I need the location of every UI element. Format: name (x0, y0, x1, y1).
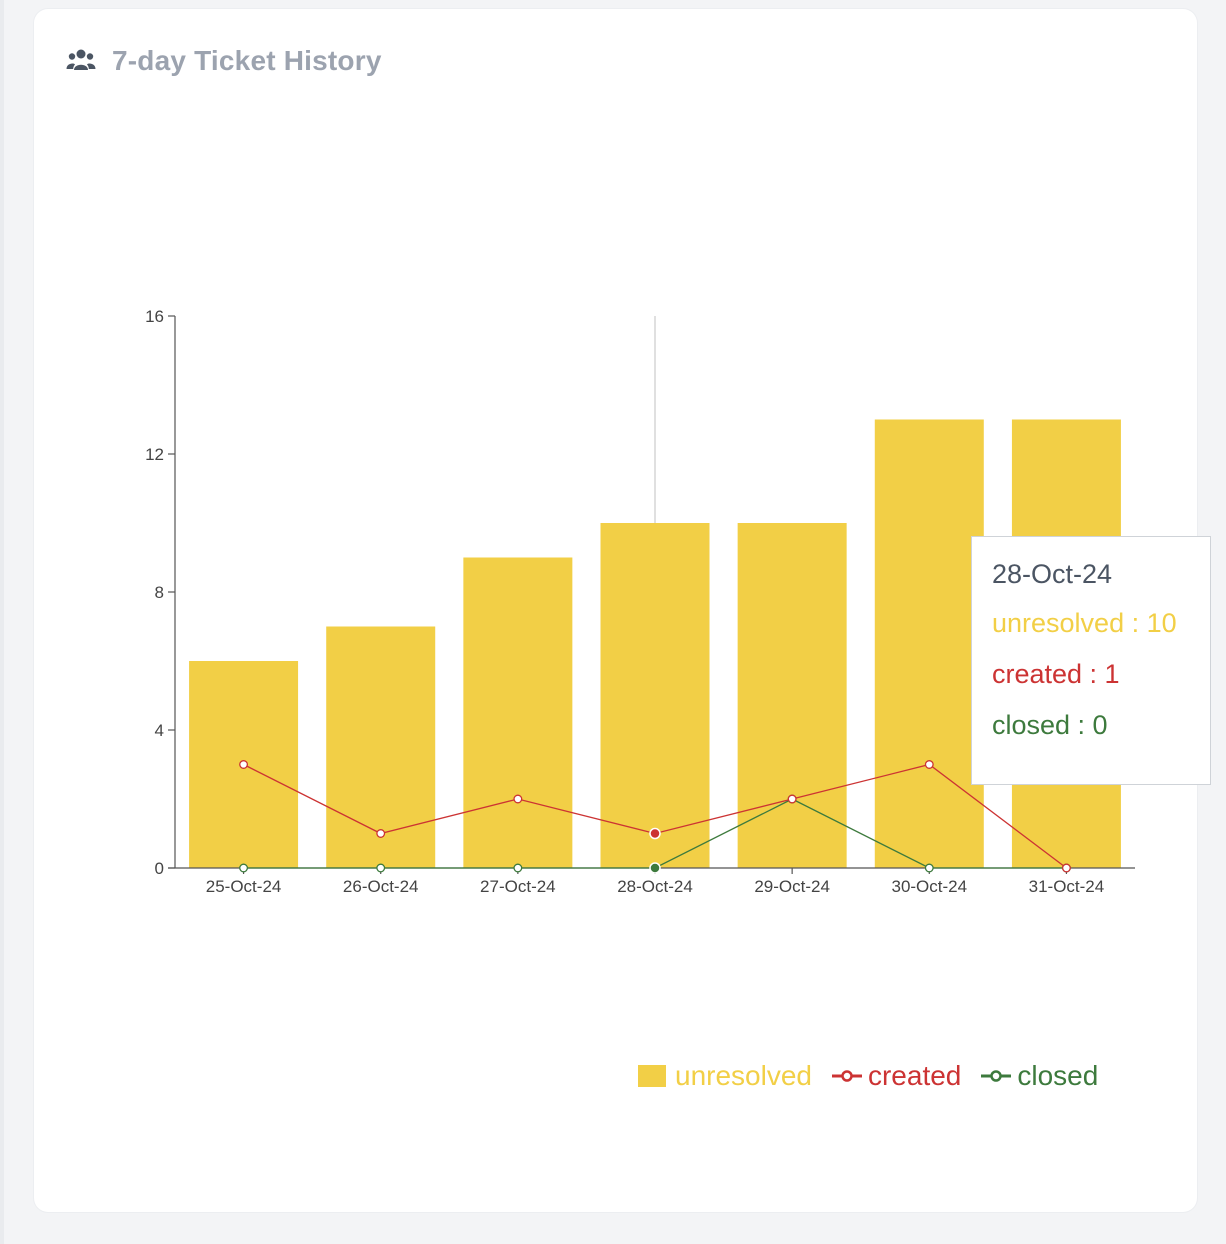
chart-legend: unresolved created closed (638, 1060, 1098, 1092)
users-icon (66, 49, 96, 70)
point-created-1 (376, 829, 386, 838)
legend-label-closed: closed (1017, 1060, 1099, 1091)
bar-unresolved-4 (737, 523, 847, 868)
x-tick-label-5: 30-Oct-24 (891, 877, 967, 896)
legend-item-closed[interactable]: closed (981, 1060, 1098, 1092)
x-tick-label-1: 26-Oct-24 (343, 877, 419, 896)
y-tick-label-0: 0 (155, 859, 164, 878)
page-left-edge (0, 0, 4, 1244)
card-header: 7-day Ticket History (66, 45, 382, 77)
bar-unresolved-3 (600, 523, 710, 868)
bar-unresolved-2 (463, 557, 573, 868)
point-closed-1 (376, 863, 386, 873)
bar-unresolved-1 (326, 626, 436, 868)
point-created-3 (649, 827, 661, 840)
point-created-4 (787, 794, 797, 804)
point-closed-0 (239, 863, 249, 873)
legend-label-unresolved: unresolved (675, 1060, 812, 1091)
point-closed-3 (649, 862, 661, 874)
tooltip-unresolved: unresolved : 10 (992, 608, 1177, 638)
point-created-6 (1061, 863, 1071, 873)
chart-tooltip: 28-Oct-24 unresolved : 10 created : 1 cl… (971, 536, 1211, 785)
points-layer (239, 760, 1071, 874)
legend-swatch-unresolved (638, 1065, 666, 1087)
legend-item-created[interactable]: created (831, 1060, 962, 1092)
x-tick-label-6: 31-Oct-24 (1029, 877, 1105, 896)
tooltip-date: 28-Oct-24 (992, 559, 1113, 589)
legend-swatch-created (831, 1070, 862, 1082)
point-closed-2 (513, 863, 523, 873)
point-closed-5 (924, 863, 934, 873)
x-tick-label-4: 29-Oct-24 (754, 877, 830, 896)
point-created-2 (513, 794, 523, 804)
axes-layer: 0 4 8 12 16 25-Oct-24 26-Oct-24 27-Oct-24 28-Oct… (145, 307, 1135, 896)
card-title: 7-day Ticket History (112, 45, 382, 76)
legend-label-created: created (867, 1060, 962, 1091)
y-tick-label-12: 12 (145, 445, 164, 464)
y-tick-label-8: 8 (155, 583, 164, 602)
x-tick-label-2: 27-Oct-24 (480, 877, 556, 896)
point-created-5 (924, 760, 934, 769)
point-created-0 (239, 760, 249, 769)
bar-unresolved-5 (874, 419, 984, 868)
x-tick-label-3: 28-Oct-24 (617, 877, 693, 896)
legend-swatch-closed (981, 1070, 1012, 1082)
x-tick-label-0: 25-Oct-24 (206, 877, 282, 896)
y-tick-label-16: 16 (145, 307, 164, 326)
tooltip-closed: closed : 0 (992, 710, 1108, 740)
tooltip-created: created : 1 (992, 659, 1120, 689)
legend-item-unresolved[interactable]: unresolved (638, 1060, 812, 1092)
y-tick-label-4: 4 (155, 721, 164, 740)
